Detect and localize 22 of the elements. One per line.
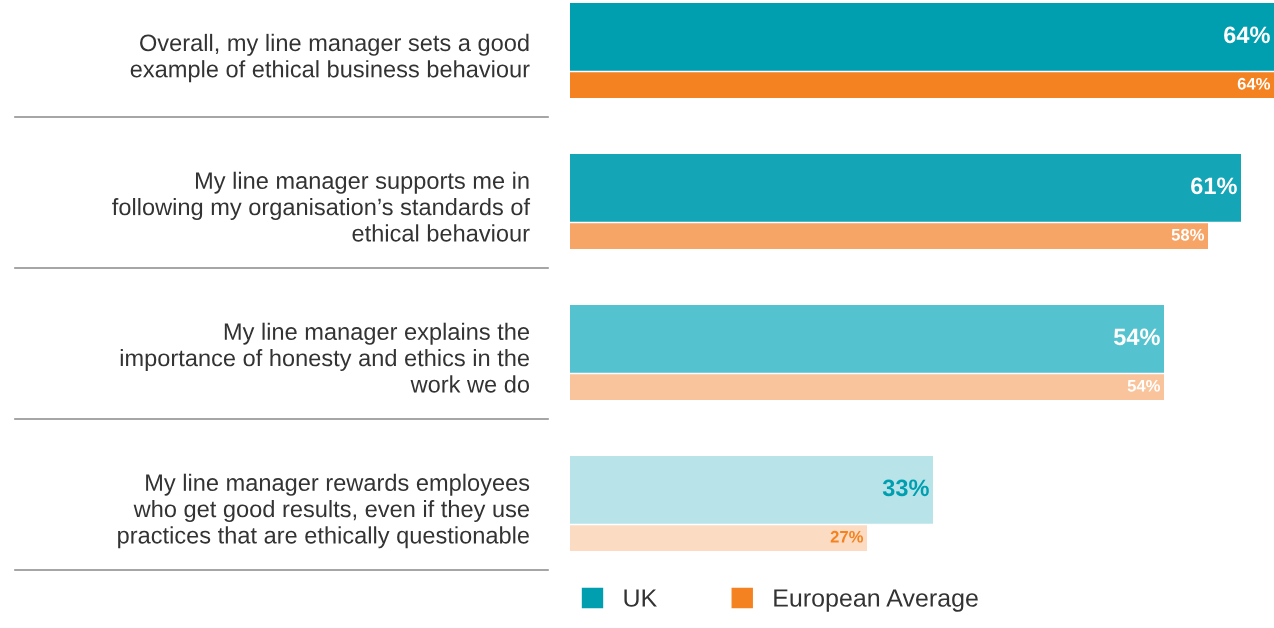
legend-label: European Average bbox=[774, 589, 978, 612]
bar bbox=[570, 374, 1164, 401]
y-tick-label: My line manager explains the importance of honesty and ethics in the work we do bbox=[120, 322, 530, 393]
bar bbox=[570, 304, 1164, 373]
bar bbox=[570, 223, 1208, 250]
data-label: 64% bbox=[1224, 26, 1270, 44]
data-label: 54% bbox=[1127, 379, 1161, 392]
data-label: 58% bbox=[1171, 228, 1205, 241]
data-label: 33% bbox=[882, 479, 929, 497]
y-tick-label: Overall, my line manager sets a good example of ethical business behaviour bbox=[130, 33, 530, 83]
data-label: 27% bbox=[830, 530, 864, 543]
bar bbox=[570, 2, 1274, 71]
y-tick-label: My line manager supports me in following my organisation’s standards of ethical behaviour bbox=[112, 171, 531, 242]
y-tick-label: My line manager rewards employees who get good results, even if they use practices that are ethically questionable bbox=[118, 473, 530, 549]
bar bbox=[570, 525, 867, 552]
bar bbox=[570, 153, 1241, 222]
bar bbox=[570, 72, 1274, 99]
bar bbox=[570, 455, 933, 524]
legend-label: UK bbox=[624, 589, 657, 607]
data-label: 61% bbox=[1191, 177, 1237, 195]
data-label: 64% bbox=[1237, 77, 1271, 90]
data-label: 54% bbox=[1113, 328, 1160, 346]
